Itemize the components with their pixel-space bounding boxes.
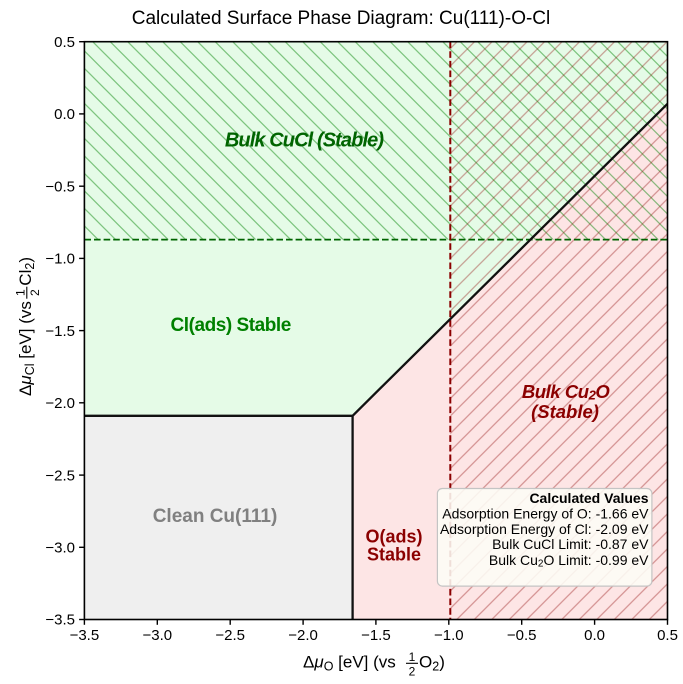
svg-text:Cl(ads) Stable: Cl(ads) Stable bbox=[170, 315, 290, 336]
svg-text:−2.5: −2.5 bbox=[45, 467, 75, 484]
svg-text:Calculated Surface Phase Diagr: Calculated Surface Phase Diagram: Cu(111… bbox=[132, 8, 551, 29]
svg-text:0.5: 0.5 bbox=[657, 627, 678, 644]
svg-text:−1.5: −1.5 bbox=[361, 627, 391, 644]
svg-text:−2.5: −2.5 bbox=[215, 627, 245, 644]
svg-text:ΔμCl [eV] (vs: ΔμCl [eV] (vs bbox=[16, 301, 37, 396]
svg-text:Bulk CuCl Limit: -0.87 eV: Bulk CuCl Limit: -0.87 eV bbox=[492, 536, 649, 552]
svg-text:Bulk CuCl (Stable): Bulk CuCl (Stable) bbox=[225, 129, 384, 151]
svg-text:−2.0: −2.0 bbox=[45, 395, 75, 412]
svg-text:−1.0: −1.0 bbox=[45, 251, 75, 268]
svg-text:Calculated Values: Calculated Values bbox=[529, 490, 648, 506]
svg-text:Bulk Cu2O: Bulk Cu2O bbox=[522, 381, 611, 403]
svg-text:1: 1 bbox=[13, 289, 27, 296]
svg-text:Clean Cu(111): Clean Cu(111) bbox=[153, 506, 278, 527]
svg-text:O2): O2) bbox=[419, 653, 445, 674]
svg-text:0.0: 0.0 bbox=[54, 106, 75, 123]
svg-text:0.5: 0.5 bbox=[54, 34, 75, 51]
svg-text:−0.5: −0.5 bbox=[507, 627, 537, 644]
svg-text:Adsorption Energy of O: -1.66: Adsorption Energy of O: -1.66 eV bbox=[442, 506, 649, 522]
svg-text:ΔμO [eV] (vs: ΔμO [eV] (vs bbox=[303, 653, 396, 674]
svg-text:Bulk Cu2O Limit: -0.99 eV: Bulk Cu2O Limit: -0.99 eV bbox=[489, 552, 649, 569]
svg-text:−1.0: −1.0 bbox=[434, 627, 464, 644]
svg-text:Stable: Stable bbox=[367, 544, 421, 564]
svg-text:−3.5: −3.5 bbox=[70, 627, 100, 644]
svg-text:O(ads): O(ads) bbox=[365, 526, 422, 546]
svg-text:−3.0: −3.0 bbox=[142, 627, 172, 644]
svg-text:−1.5: −1.5 bbox=[45, 323, 75, 340]
svg-text:Cl2): Cl2) bbox=[16, 257, 37, 286]
svg-text:(Stable): (Stable) bbox=[531, 401, 599, 422]
svg-text:−3.5: −3.5 bbox=[45, 612, 75, 629]
svg-text:2: 2 bbox=[28, 289, 42, 296]
svg-text:Adsorption Energy of Cl: -2.09: Adsorption Energy of Cl: -2.09 eV bbox=[440, 521, 649, 537]
svg-text:−3.0: −3.0 bbox=[45, 540, 75, 557]
svg-text:1: 1 bbox=[409, 650, 416, 664]
svg-text:−2.0: −2.0 bbox=[288, 627, 318, 644]
svg-text:−0.5: −0.5 bbox=[45, 178, 75, 195]
svg-text:0.0: 0.0 bbox=[584, 627, 605, 644]
svg-text:2: 2 bbox=[409, 665, 416, 679]
